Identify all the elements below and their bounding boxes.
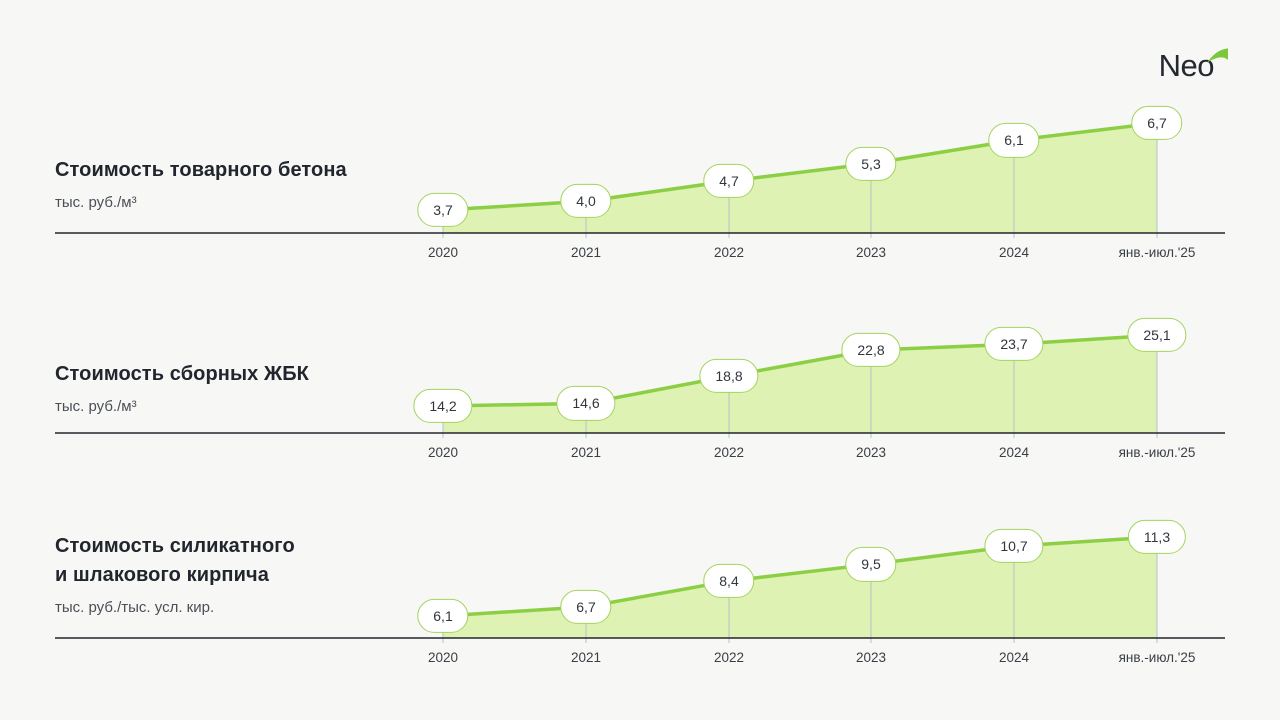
chart-title-brick: Стоимость силикатного и шлакового кирпич… <box>55 532 295 590</box>
chart-header-brick: Стоимость силикатного и шлакового кирпич… <box>55 532 295 616</box>
chart-title-line: Стоимость силикатного <box>55 535 295 557</box>
area-fill <box>443 123 1157 233</box>
chart-header-precast: Стоимость сборных ЖБК тыс. руб./м³ <box>55 360 309 415</box>
logo: Neo <box>1158 48 1228 83</box>
area-fill <box>443 335 1157 433</box>
area-fill <box>443 536 1157 638</box>
chart-title-concrete: Стоимость товарного бетона <box>55 156 347 185</box>
chart-unit-label: тыс. руб./м³ <box>55 194 137 211</box>
chart-header-concrete: Стоимость товарного бетона тыс. руб./м³ <box>55 156 347 211</box>
chart-title-precast: Стоимость сборных ЖБК <box>55 360 309 389</box>
logo-swoosh-icon <box>1207 48 1228 63</box>
chart-title-line: Стоимость сборных ЖБК <box>55 363 309 385</box>
logo-text: Neo <box>1158 48 1215 83</box>
chart-title-line: и шлакового кирпича <box>55 564 269 586</box>
chart-unit-label: тыс. руб./тыс. усл. кир. <box>55 599 215 616</box>
chart-unit-label: тыс. руб./м³ <box>55 398 137 415</box>
chart-title-line: Стоимость товарного бетона <box>55 159 347 181</box>
